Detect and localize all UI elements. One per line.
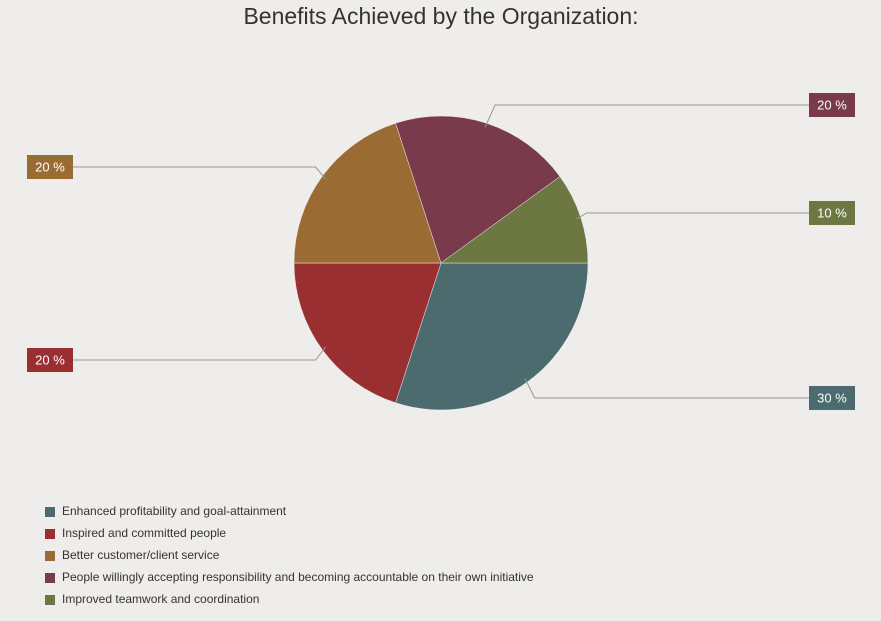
legend-swatch [45, 573, 55, 583]
value-label-box [27, 155, 73, 179]
pie-slice [395, 262, 589, 411]
legend-swatch [45, 551, 55, 561]
value-label-box [809, 386, 855, 410]
legend-label: Enhanced profitability and goal-attainme… [62, 504, 287, 518]
value-label-box [27, 348, 73, 372]
leader-line [72, 346, 327, 361]
legend-swatch [45, 595, 55, 605]
pie-slice [293, 262, 442, 404]
value-label: 20 % [35, 159, 65, 174]
leader-line [524, 378, 809, 399]
value-label: 20 % [817, 97, 847, 112]
legend-swatch [45, 529, 55, 539]
value-label: 30 % [817, 390, 847, 405]
pie-slice [440, 176, 589, 264]
leader-line [484, 104, 809, 128]
value-label-box [809, 93, 855, 117]
value-label: 10 % [817, 205, 847, 220]
legend-swatch [45, 507, 55, 517]
legend-label: People willingly accepting responsibilit… [62, 570, 534, 584]
leader-line [576, 212, 809, 220]
legend-label: Inspired and committed people [62, 526, 226, 540]
value-label: 20 % [35, 352, 65, 367]
pie-slice [293, 122, 442, 264]
leader-line [72, 166, 327, 180]
legend-label: Better customer/client service [62, 548, 220, 562]
chart-title: Benefits Achieved by the Organization: [243, 3, 638, 29]
legend-label: Improved teamwork and coordination [62, 592, 259, 606]
value-label-box [809, 201, 855, 225]
